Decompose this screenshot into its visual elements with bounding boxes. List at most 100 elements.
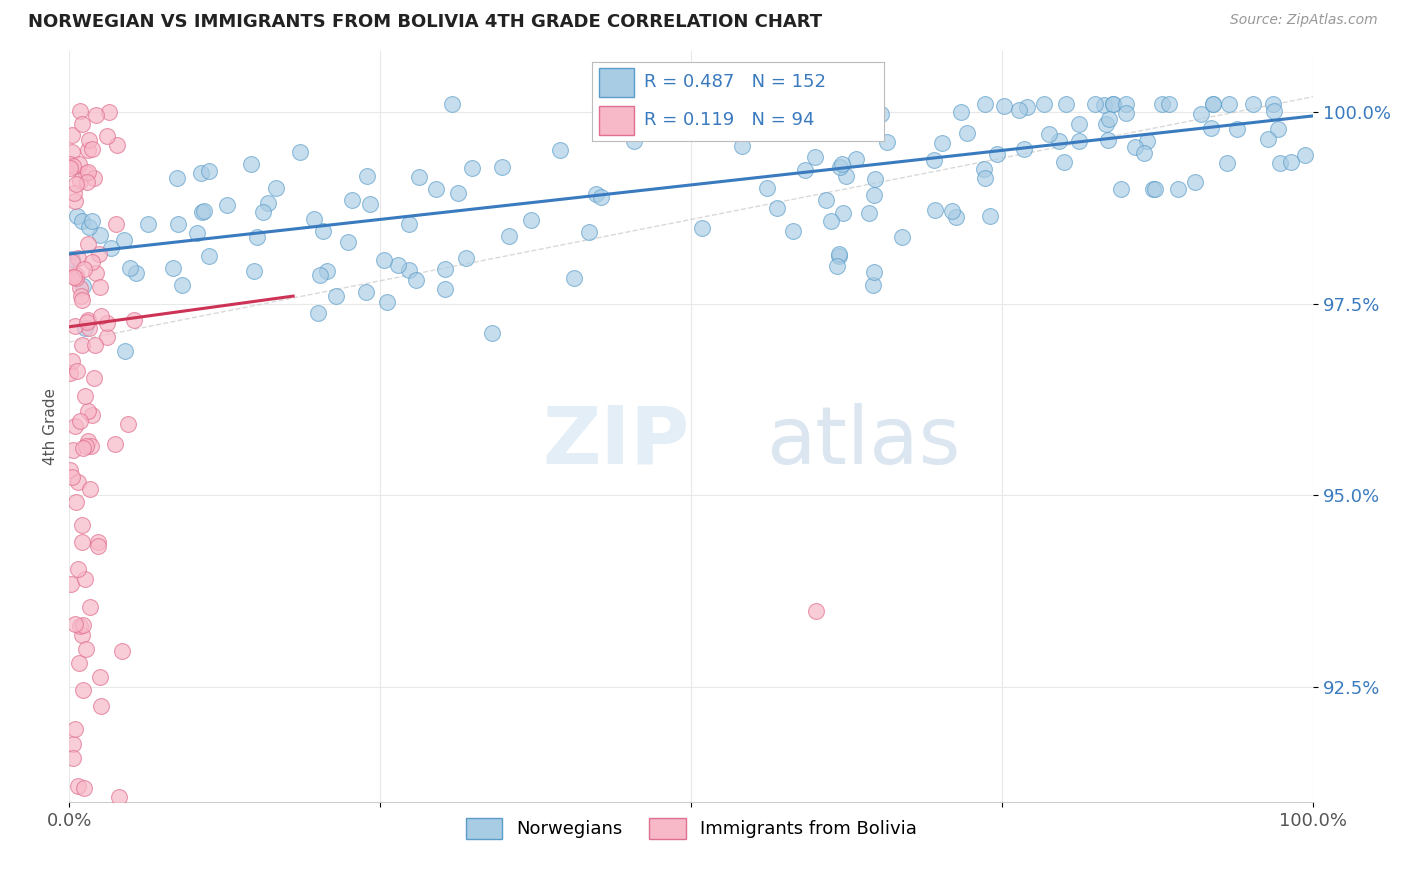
Point	[956, 126, 979, 140]
Point	[1142, 182, 1164, 196]
Point	[59, 577, 82, 591]
Point	[863, 265, 886, 279]
Point	[60, 354, 83, 368]
Point	[1102, 97, 1125, 112]
Point	[190, 165, 212, 179]
Point	[162, 261, 184, 276]
Point	[373, 253, 395, 268]
Point	[447, 186, 470, 200]
Point	[77, 165, 100, 179]
Point	[76, 143, 98, 157]
Point	[945, 211, 967, 225]
Point	[863, 188, 886, 202]
Point	[65, 177, 87, 191]
Point	[73, 389, 96, 403]
Point	[215, 197, 238, 211]
Point	[62, 737, 84, 751]
Point	[62, 751, 84, 765]
Point	[804, 603, 827, 617]
Point	[398, 262, 420, 277]
Point	[122, 313, 145, 327]
Point	[1241, 97, 1264, 112]
Point	[375, 295, 398, 310]
Point	[1267, 122, 1289, 136]
Point	[87, 534, 110, 549]
Point	[70, 338, 93, 352]
Point	[1143, 182, 1166, 196]
Point	[65, 270, 87, 285]
Point	[76, 313, 98, 327]
Point	[89, 310, 111, 324]
Point	[354, 285, 377, 299]
Point	[83, 171, 105, 186]
Point	[66, 251, 89, 265]
Point	[1095, 117, 1118, 131]
Point	[66, 562, 89, 576]
Point	[240, 157, 263, 171]
Point	[820, 214, 842, 228]
Point	[60, 470, 83, 484]
Point	[73, 572, 96, 586]
Point	[690, 220, 713, 235]
Point	[519, 213, 541, 227]
Point	[257, 196, 280, 211]
Point	[60, 254, 83, 268]
Point	[1157, 97, 1180, 112]
Point	[1167, 182, 1189, 196]
Point	[70, 289, 93, 303]
Point	[1069, 134, 1091, 148]
Point	[77, 220, 100, 235]
Point	[1184, 175, 1206, 189]
Point	[498, 228, 520, 243]
Point	[107, 789, 129, 804]
Point	[166, 217, 188, 231]
Legend: Norwegians, Immigrants from Bolivia: Norwegians, Immigrants from Bolivia	[458, 811, 924, 846]
Point	[1132, 146, 1154, 161]
Point	[100, 241, 122, 255]
Point	[59, 161, 82, 175]
Point	[1191, 107, 1213, 121]
Point	[77, 237, 100, 252]
Point	[70, 214, 93, 228]
Point	[166, 170, 188, 185]
Point	[862, 278, 884, 293]
Point	[891, 230, 914, 244]
Point	[461, 161, 484, 176]
Point	[67, 156, 90, 170]
Point	[87, 247, 110, 261]
Point	[870, 107, 893, 121]
Y-axis label: 4th Grade: 4th Grade	[44, 388, 58, 465]
Point	[634, 97, 657, 112]
Point	[924, 203, 946, 218]
Point	[1202, 97, 1225, 112]
Point	[84, 266, 107, 280]
Point	[79, 482, 101, 496]
Point	[111, 644, 134, 658]
Point	[198, 163, 221, 178]
Point	[245, 230, 267, 244]
Point	[65, 268, 87, 283]
Point	[831, 157, 853, 171]
Point	[1226, 122, 1249, 136]
Point	[72, 780, 94, 795]
Point	[69, 657, 91, 671]
Point	[82, 214, 104, 228]
Point	[96, 129, 118, 144]
Point	[70, 293, 93, 307]
Point	[974, 171, 997, 186]
Point	[993, 99, 1015, 113]
Point	[1038, 127, 1060, 141]
Point	[63, 318, 86, 333]
Point	[922, 153, 945, 167]
Point	[491, 160, 513, 174]
Point	[405, 273, 427, 287]
Point	[481, 326, 503, 340]
Point	[986, 146, 1008, 161]
Point	[1279, 155, 1302, 169]
Point	[70, 628, 93, 642]
Point	[252, 204, 274, 219]
Point	[63, 418, 86, 433]
Point	[264, 181, 287, 195]
Point	[89, 227, 111, 242]
Point	[83, 338, 105, 352]
